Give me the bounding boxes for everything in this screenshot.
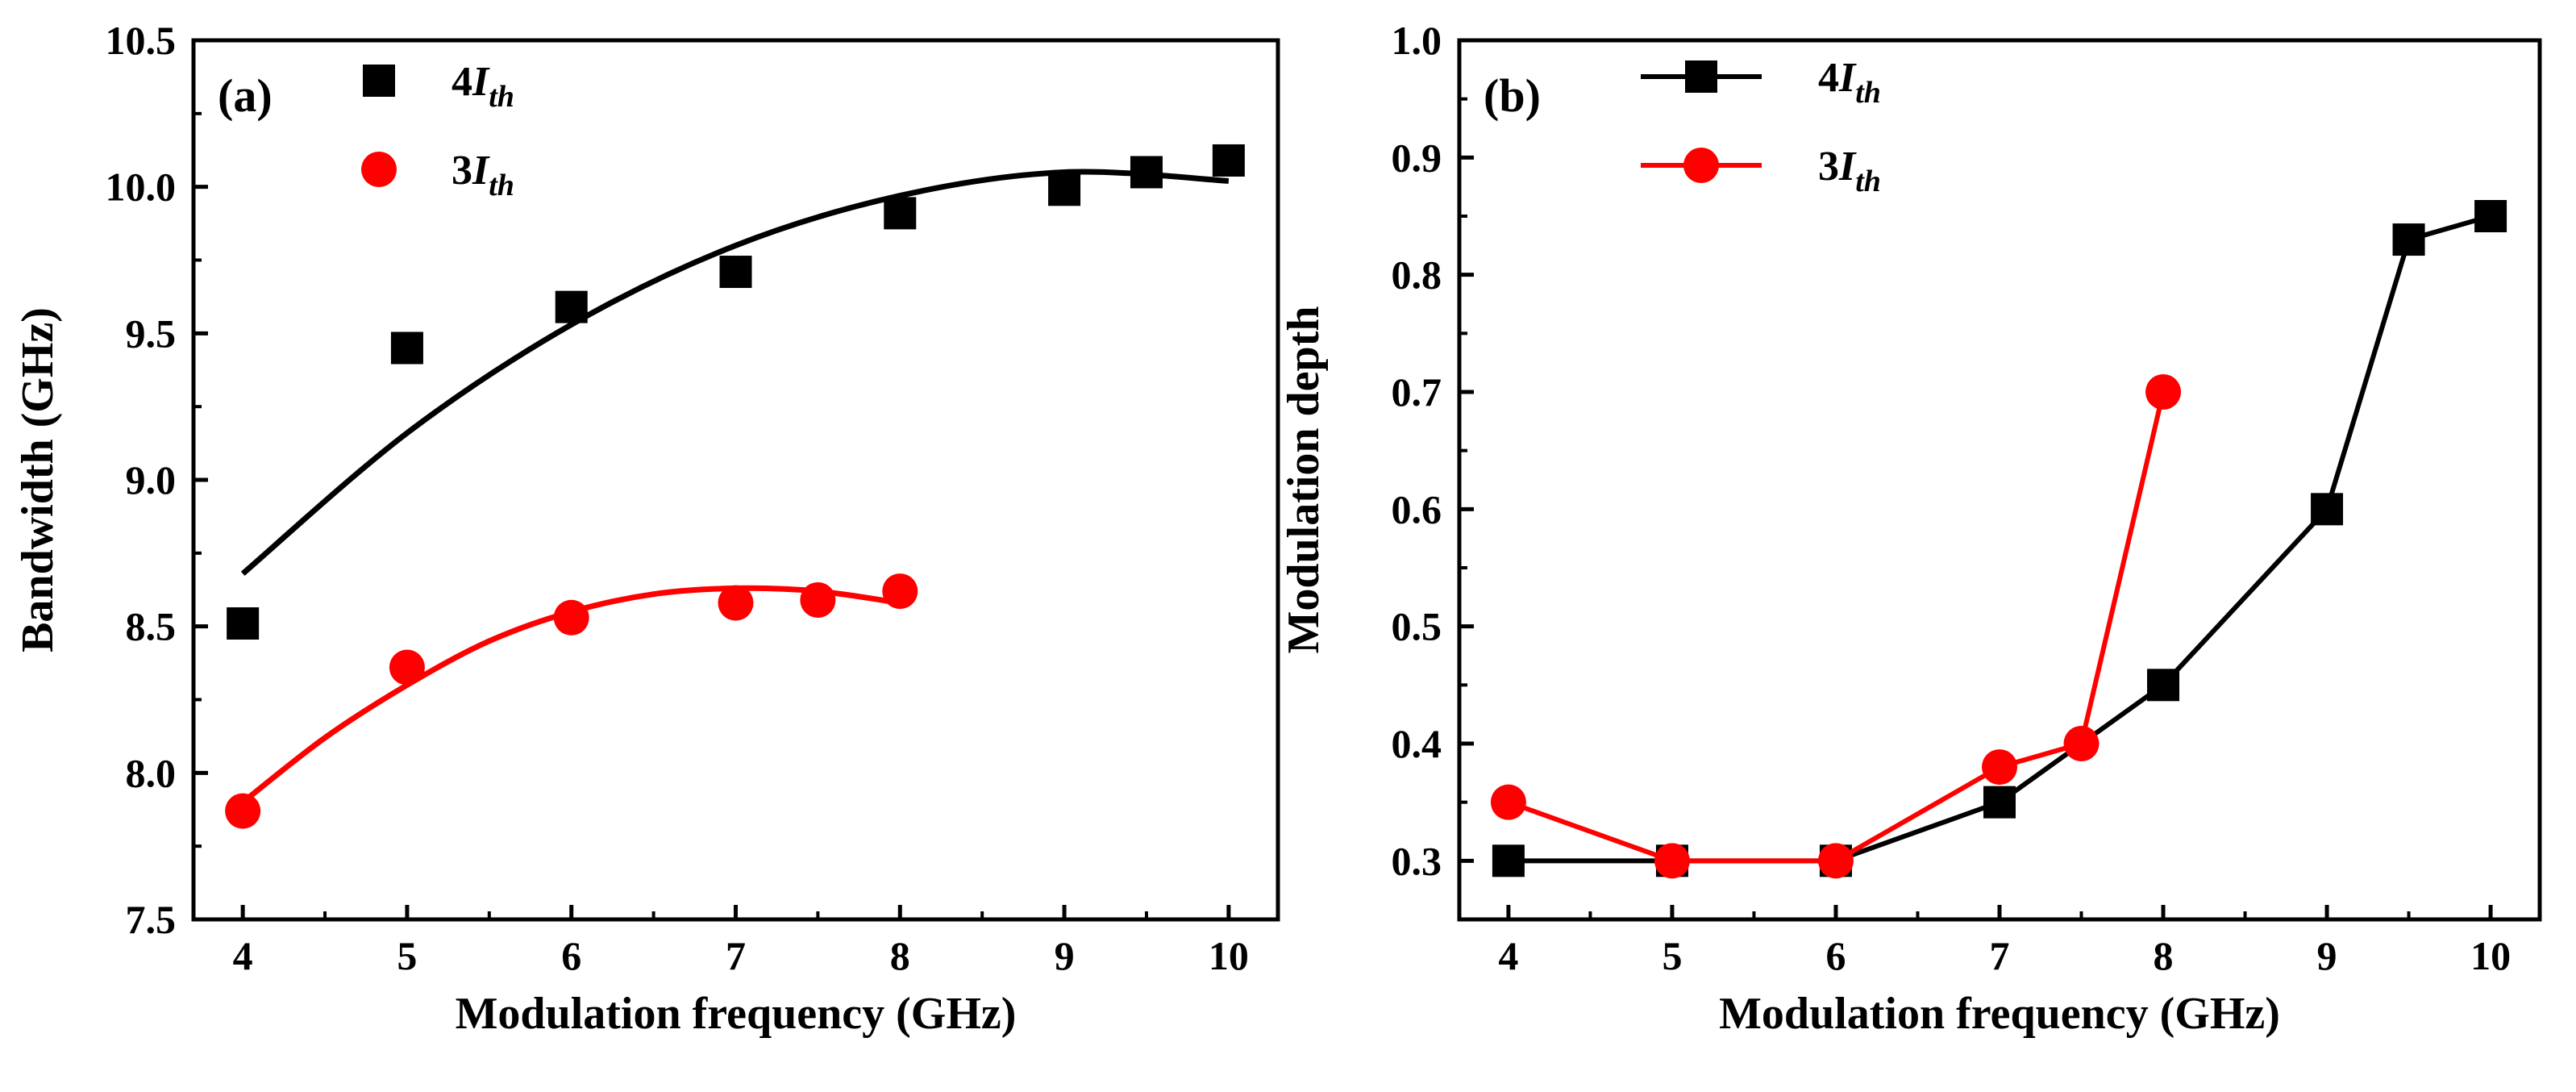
data-point	[2147, 669, 2180, 702]
data-point	[2392, 223, 2425, 256]
y-tick-label: 10.5	[106, 18, 177, 63]
data-point	[390, 331, 423, 365]
legend-entry: 4Ith	[1641, 55, 1881, 110]
data-point	[225, 793, 261, 829]
y-tick-label: 0.3	[1392, 838, 1442, 883]
legend-label-sub: th	[489, 80, 514, 114]
legend-label: 4Ith	[1818, 55, 1881, 110]
data-point	[800, 581, 836, 618]
y-tick-label: 9.5	[126, 311, 177, 356]
panel-label: (a)	[218, 69, 273, 122]
data-point	[882, 573, 918, 610]
legend-label: 3Ith	[452, 148, 514, 202]
legend-label-sub: th	[489, 169, 514, 202]
legend-entry: 4Ith	[363, 59, 514, 114]
data-point	[555, 290, 588, 323]
panel-b: 4 5 6 7 8 9 10 0.3 0.4 0.5 0.6 0.7 0.8 0.9 1.0 Modulati…	[1279, 18, 2542, 1039]
data-point	[884, 197, 917, 230]
y-tick-label: 0.8	[1392, 252, 1442, 298]
series-1	[1490, 374, 2182, 879]
data-point	[2311, 493, 2344, 526]
data-point	[718, 585, 754, 621]
y-tick-label: 7.5	[126, 897, 177, 942]
panel-a: 4 5 6 7 8 9 10 7.5 8.0 8.5 9.0 9.5 10.0 10.5 Modulatio…	[13, 18, 1280, 1039]
data-point	[1654, 843, 1690, 879]
y-tick-label: 9.0	[126, 457, 177, 502]
legend-label-sub: th	[1855, 165, 1881, 198]
data-point	[2145, 374, 2182, 410]
data-point	[1982, 749, 2017, 786]
y-tick-label: 0.9	[1392, 135, 1442, 180]
series-line	[1507, 391, 2166, 864]
x-tick-label: 6	[1825, 933, 1846, 978]
y-tick-label: 8.0	[126, 750, 177, 795]
x-tick-label: 9	[2317, 933, 2337, 978]
legend-label-main: I	[1838, 144, 1857, 190]
legend-label-prefix: 4	[1818, 55, 1839, 101]
legend-label-main: I	[1838, 55, 1857, 101]
x-tick-label: 9	[1055, 933, 1075, 978]
legend-marker	[1683, 148, 1719, 183]
data-point	[1212, 144, 1245, 177]
data-point	[553, 599, 589, 636]
x-tick-label: 4	[233, 933, 253, 978]
x-tick-label: 8	[890, 933, 910, 978]
y-tick-label: 1.0	[1392, 18, 1442, 63]
data-point	[389, 649, 425, 686]
legend-entry: 3Ith	[361, 148, 514, 202]
legend-label: 4Ith	[452, 59, 514, 114]
y-axis-title: Bandwidth (GHz)	[13, 307, 63, 652]
data-point	[2474, 200, 2507, 232]
x-tick-label: 4	[1498, 933, 1518, 978]
y-tick-label: 0.5	[1392, 604, 1442, 649]
x-axis-title: Modulation frequency (GHz)	[1719, 989, 2280, 1039]
legend-label-main: I	[472, 59, 490, 105]
legend-marker	[1685, 60, 1717, 93]
y-tick-label: 0.7	[1392, 369, 1442, 415]
x-tick-label: 8	[2154, 933, 2174, 978]
legend-label-prefix: 4	[452, 59, 472, 105]
series-0	[227, 144, 1245, 640]
data-point	[1130, 156, 1163, 189]
x-tick-label: 5	[397, 933, 417, 978]
legend-label-sub: th	[1855, 76, 1881, 110]
panel-label: (b)	[1484, 69, 1541, 122]
fit-curve	[240, 169, 1230, 576]
legend-label-prefix: 3	[452, 148, 472, 194]
data-point	[1048, 173, 1081, 206]
data-point	[227, 607, 260, 640]
data-point	[1983, 786, 2016, 819]
x-tick-label: 6	[561, 933, 581, 978]
legend-marker	[361, 152, 397, 187]
x-tick-label: 10	[2470, 933, 2511, 978]
y-tick-label: 10.0	[106, 165, 177, 210]
data-point	[1817, 843, 1854, 879]
legend-label-prefix: 3	[1818, 144, 1839, 190]
legend-entry: 3Ith	[1641, 144, 1881, 198]
legend-label: 3Ith	[1818, 144, 1881, 198]
y-axis-title: Modulation depth	[1279, 306, 1329, 654]
y-tick-label: 0.6	[1392, 486, 1442, 531]
data-point	[2063, 726, 2100, 761]
x-tick-label: 5	[1662, 933, 1682, 978]
y-tick-label: 8.5	[126, 604, 177, 649]
legend-label-main: I	[472, 148, 490, 194]
data-point	[1492, 844, 1525, 877]
series-1	[225, 573, 918, 829]
legend-marker	[363, 65, 395, 97]
x-tick-label: 7	[726, 933, 746, 978]
x-tick-label: 10	[1209, 933, 1249, 978]
x-tick-label: 7	[1990, 933, 2010, 978]
x-axis-title: Modulation frequency (GHz)	[456, 989, 1017, 1039]
y-tick-label: 0.4	[1392, 721, 1442, 766]
data-point	[1490, 784, 1526, 820]
data-point	[719, 256, 752, 289]
